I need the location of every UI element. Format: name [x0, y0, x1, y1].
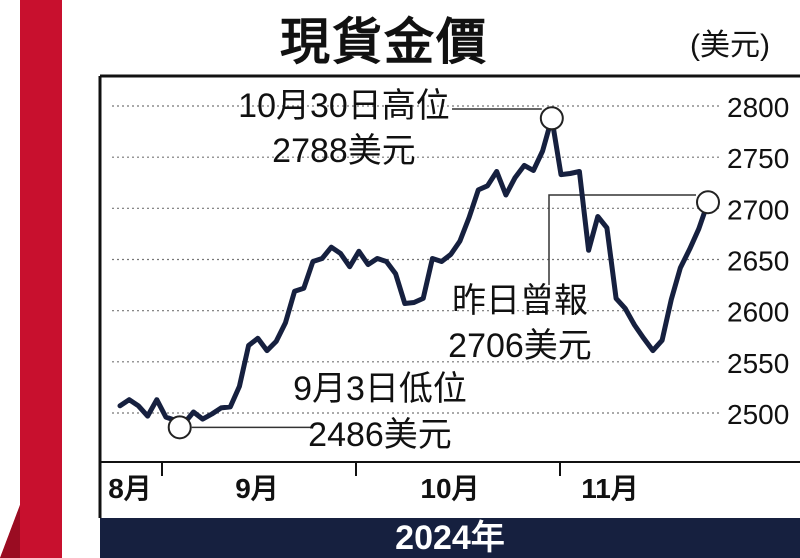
annotation-last-line2: 2706美元 — [448, 327, 592, 365]
annotation-markers — [167, 106, 720, 440]
year-banner: 2024年 — [100, 518, 800, 558]
marker-low — [167, 415, 192, 440]
annotation-high-line2: 2788美元 — [272, 132, 416, 170]
y-tick-label-2650: 2650 — [727, 246, 789, 277]
y-tick-label-2700: 2700 — [727, 194, 789, 225]
annotation-low-line2: 2486美元 — [308, 416, 452, 454]
accent-ribbon — [0, 0, 62, 558]
unit-label: (美元) — [690, 29, 770, 62]
annotation-low-line1: 9月3日低位 — [293, 370, 467, 408]
year-label: 2024年 — [395, 519, 505, 557]
y-axis-ticks: 2500 2550 2600 2650 2700 2750 2800 — [727, 92, 789, 430]
x-tick-label: 11月 — [581, 473, 639, 504]
annotation-last-line1: 昨日曾報 — [452, 282, 588, 320]
chart-title: 現貨金價 — [280, 14, 488, 70]
annotation-high-line1: 10月30日高位 — [238, 87, 450, 125]
accent-ribbon-shadow — [0, 505, 20, 558]
price-series-line — [117, 115, 711, 430]
y-tick-label-2600: 2600 — [727, 297, 789, 328]
y-tick-label-2800: 2800 — [727, 92, 789, 123]
x-tick-label: 10月 — [420, 473, 479, 504]
accent-ribbon-bar — [20, 0, 62, 505]
marker-last — [696, 190, 720, 215]
y-tick-label-2750: 2750 — [727, 143, 789, 174]
y-tick-label-2500: 2500 — [727, 399, 789, 430]
x-axis-ticks: 8月 9月 10月 11月 — [108, 462, 639, 504]
annotation-leaders — [191, 108, 696, 429]
leader-last — [548, 194, 696, 285]
marker-high — [539, 106, 564, 131]
y-tick-label-2550: 2550 — [727, 348, 789, 379]
gridlines — [112, 105, 722, 414]
x-tick-label: 9月 — [235, 473, 279, 504]
x-tick-label: 8月 — [108, 473, 152, 504]
